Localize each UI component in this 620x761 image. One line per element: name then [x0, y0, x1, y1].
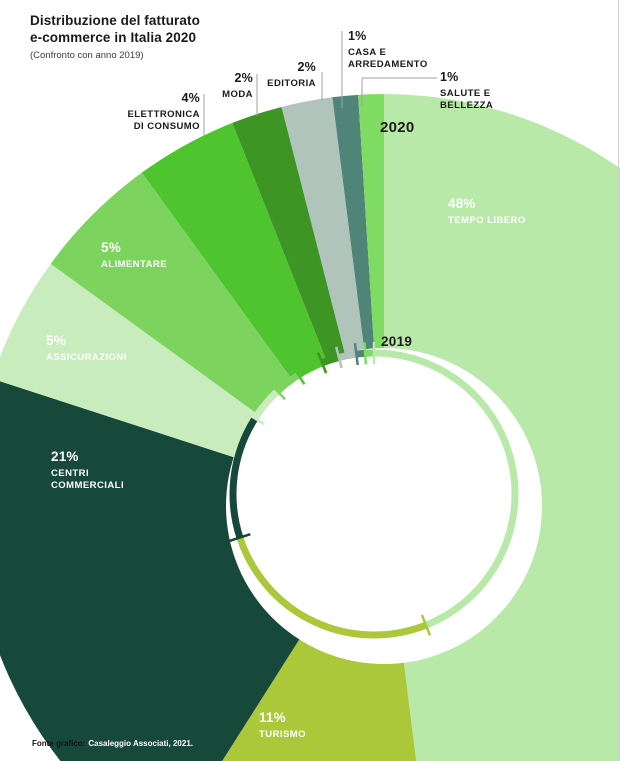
ring-tick-alimentare [269, 382, 286, 401]
ring-tick-turismo [420, 614, 432, 636]
ring-tick-salute-e-bellezza [363, 342, 368, 365]
ring-tick-moda [316, 352, 328, 374]
page-right-border [618, 0, 619, 761]
chart-subtitle: (Confronto con anno 2019) [30, 50, 144, 61]
chart-title-line1: Distribuzione del fatturato [30, 13, 200, 28]
ring-tick-elettronica-di-consumo [291, 364, 306, 385]
donut-hole [226, 348, 542, 664]
ring-segment-2019-editoria [338, 350, 357, 361]
source-note: Fonte grafico: Casaleggio Associati, 2021… [32, 739, 193, 748]
ring-tick-casa-e-arredamento [353, 343, 359, 366]
ring-tick-assicurazioni [244, 411, 265, 426]
chart-header: Distribuzione del fatturato e-commerce i… [30, 12, 200, 61]
ring-segment-2019-casa-e-arredamento [355, 349, 366, 358]
ring-segment-2019-tempo-libero [373, 349, 519, 629]
ring-segment-2019-centri-commerciali [229, 416, 258, 539]
ring-segment-2019-turismo [236, 536, 428, 639]
source-text: Casaleggio Associati, 2021. [88, 739, 193, 748]
year-label-2019: 2019 [381, 334, 413, 349]
chart-title-line2: e-commerce in Italia 2020 [30, 30, 197, 45]
ring-tick-editoria [334, 346, 343, 369]
source-prefix: Fonte grafico: [32, 739, 86, 748]
year-label-2020: 2020 [380, 119, 415, 136]
ring-tick-centri-commerciali [229, 532, 251, 543]
